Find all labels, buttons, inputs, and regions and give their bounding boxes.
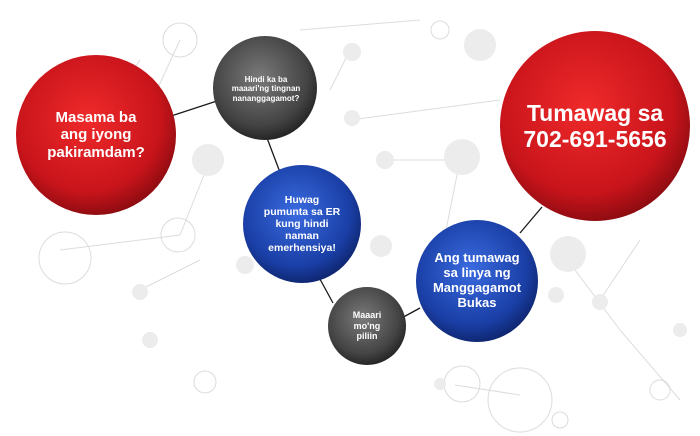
node-not-seen [213, 36, 317, 140]
node-hotline [416, 220, 538, 342]
node-choose [328, 287, 406, 365]
background-rings [38, 20, 671, 433]
node-call [500, 31, 690, 221]
node-feeling-unwell [16, 55, 176, 215]
node-no-er [243, 165, 361, 283]
background-dots [104, 29, 687, 390]
